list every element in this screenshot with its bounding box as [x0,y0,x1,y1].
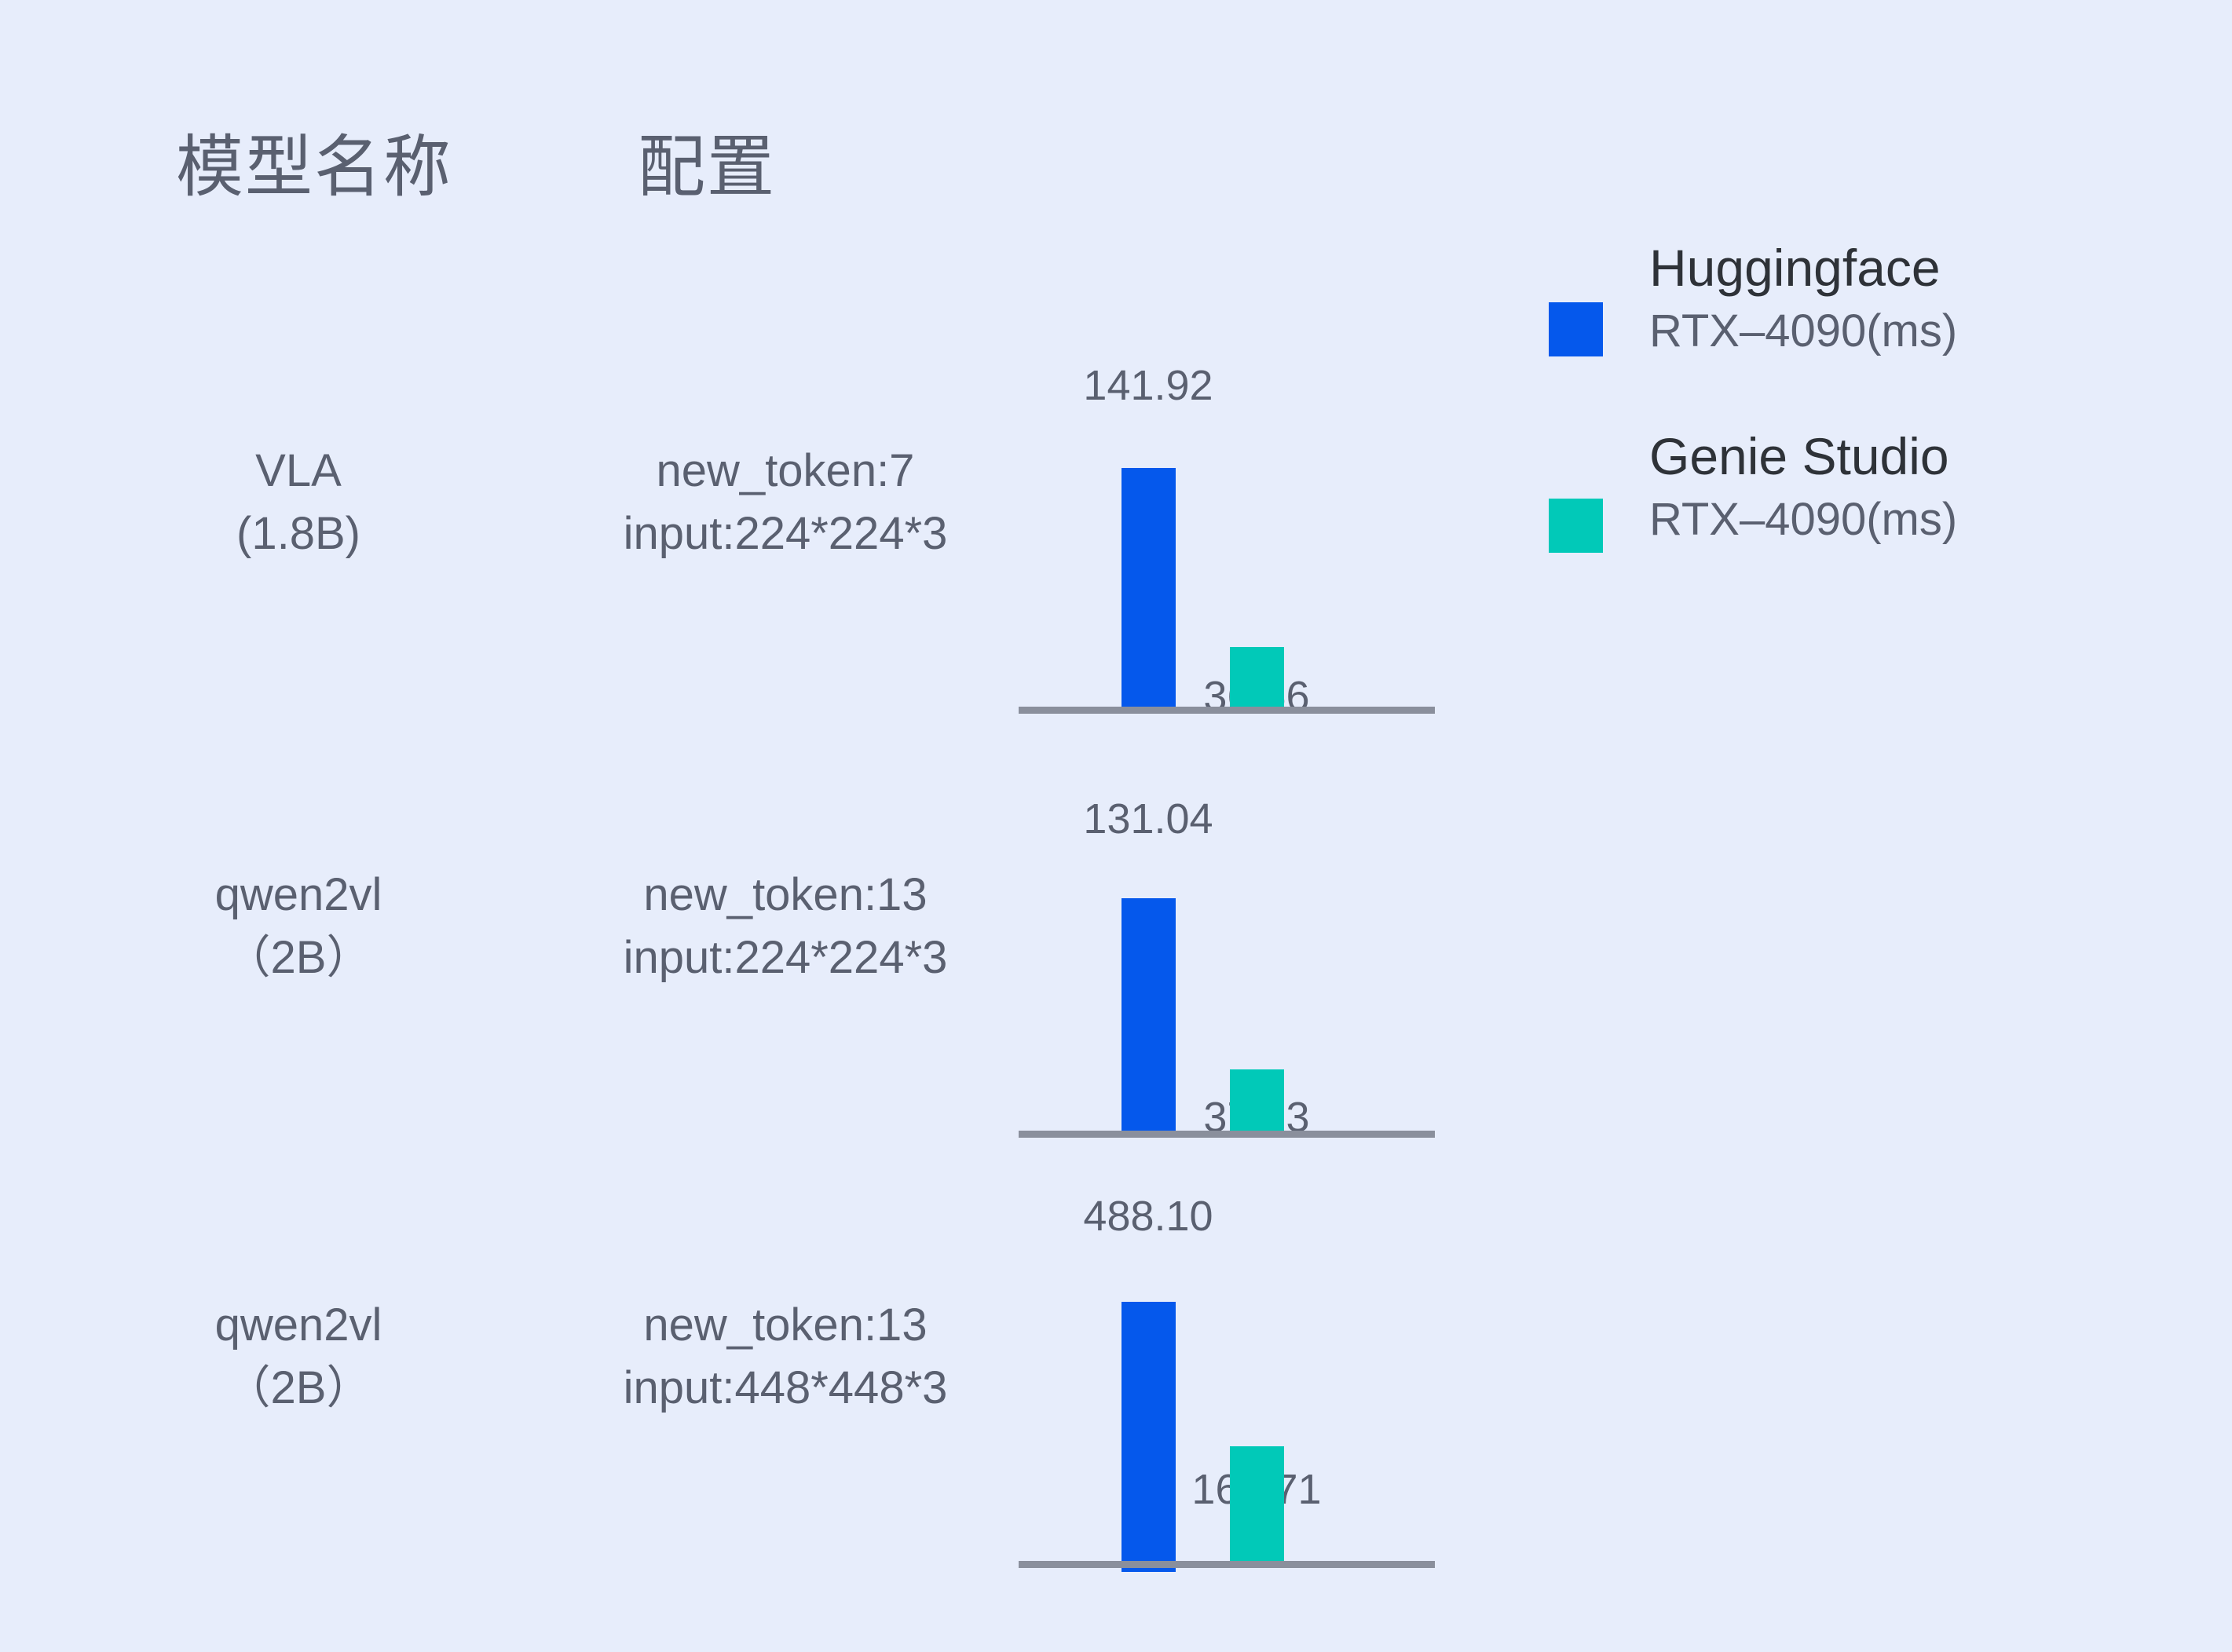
row-bar-chart: 141.92 36.56 [1013,364,1453,738]
legend-title: Huggingface [1649,239,1941,297]
model-name-line2: （2B） [225,1362,372,1414]
config-cell: new_token:13 input:224*224*3 [471,864,1100,989]
baseline-axis [1019,707,1435,714]
model-name-line2: (1.8B) [236,508,360,560]
legend-subtitle: RTX–4090(ms) [1649,493,1958,545]
model-name-line2: （2B） [225,932,372,984]
bar-value-label-huggingface: 141.92 [1083,362,1213,409]
model-name-cell: qwen2vl （2B） [126,1294,471,1420]
config-cell: new_token:13 input:448*448*3 [471,1294,1100,1420]
bar-genie-studio[interactable] [1230,647,1284,707]
legend-text-huggingface: Huggingface RTX–4090(ms) [1649,236,2152,362]
legend-subtitle: RTX–4090(ms) [1649,305,1958,356]
bar-genie-studio[interactable] [1230,1446,1284,1561]
plot-area: 131.04 37.93 [1013,798,1453,1162]
config-line2: input:448*448*3 [623,1362,948,1414]
bar-huggingface[interactable] [1121,898,1176,1131]
config-line1: new_token:13 [643,869,928,920]
baseline-axis [1019,1561,1435,1568]
bar-huggingface[interactable] [1121,1302,1176,1572]
legend-title: Genie Studio [1649,427,1949,485]
bar-value-label-huggingface: 488.10 [1083,1193,1213,1240]
column-header-config: 配置 [638,130,776,205]
config-line1: new_token:13 [643,1299,928,1350]
chart-legend: Huggingface RTX–4090(ms) Genie Studio RT… [1546,236,2174,612]
config-line2: input:224*224*3 [623,932,948,984]
model-name-cell: VLA (1.8B) [126,440,471,565]
model-name-line1: VLA [255,445,342,496]
plot-area: 488.10 160.71 [1013,1195,1453,1592]
bar-huggingface[interactable] [1121,468,1176,707]
model-name-line1: qwen2vl [214,1299,382,1350]
legend-swatch-icon-genie-studio [1549,499,1603,553]
legend-item-genie-studio[interactable]: Genie Studio RTX–4090(ms) [1546,424,2174,612]
bar-value-label-huggingface: 131.04 [1083,795,1213,842]
model-name-line1: qwen2vl [214,869,382,920]
row-bar-chart: 488.10 160.71 [1013,1195,1453,1592]
baseline-axis [1019,1131,1435,1138]
bar-genie-studio[interactable] [1230,1069,1284,1131]
row-bar-chart: 131.04 37.93 [1013,798,1453,1162]
config-cell: new_token:7 input:224*224*3 [471,440,1100,565]
model-name-cell: qwen2vl （2B） [126,864,471,989]
legend-text-genie-studio: Genie Studio RTX–4090(ms) [1649,424,2152,550]
legend-item-huggingface[interactable]: Huggingface RTX–4090(ms) [1546,236,2174,424]
config-line1: new_token:7 [656,445,915,496]
legend-swatch-icon-huggingface [1549,302,1603,356]
plot-area: 141.92 36.56 [1013,364,1453,738]
column-header-model-name: 模型名称 [176,130,452,205]
config-line2: input:224*224*3 [623,508,948,560]
